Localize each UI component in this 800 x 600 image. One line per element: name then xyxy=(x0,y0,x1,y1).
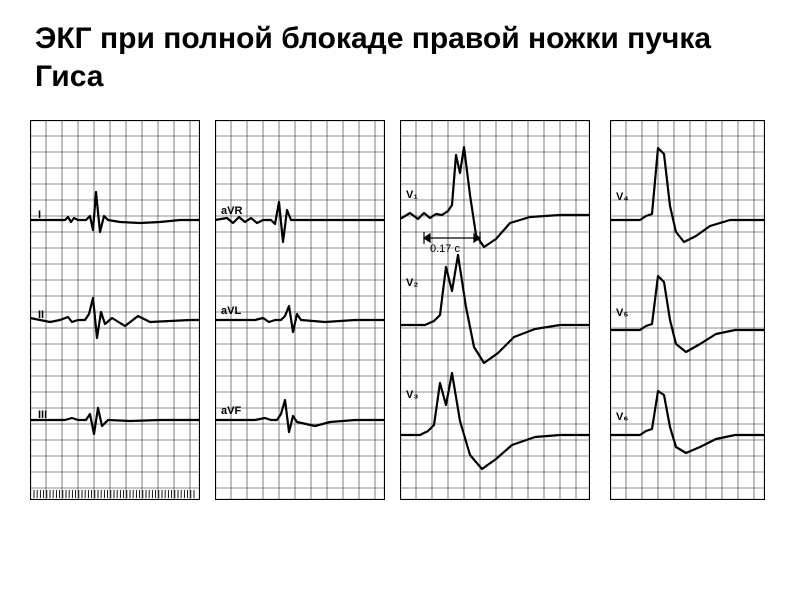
lead-label: V₄ xyxy=(616,191,629,203)
ecg-chart-area: IIIIII aVR aVL aVF V₁ V₂ V₃ 0.17 с V₄ V₅ V₆ xyxy=(30,120,770,500)
lead-label: V₂ xyxy=(406,277,418,289)
page-title: ЭКГ при полной блокаде правой ножки пучк… xyxy=(35,20,765,95)
lead-label: V₅ xyxy=(616,307,628,319)
ecg-strip-1: IIIIII xyxy=(30,120,200,500)
ecg-strip-3: V₁ V₂ V₃ 0.17 с xyxy=(400,120,590,500)
lead-label: aVR xyxy=(221,205,242,217)
lead-label: V₃ xyxy=(406,389,418,401)
ecg-strip-2: aVR aVL aVF xyxy=(215,120,385,500)
ecg-strip-4: V₄ V₅ V₆ xyxy=(610,120,765,500)
lead-label: aVL xyxy=(221,305,241,317)
lead-label: aVF xyxy=(221,405,241,417)
lead-label: V₆ xyxy=(616,411,628,423)
lead-label: V₁ xyxy=(406,189,418,201)
qrs-duration-label: 0.17 с xyxy=(430,243,460,255)
